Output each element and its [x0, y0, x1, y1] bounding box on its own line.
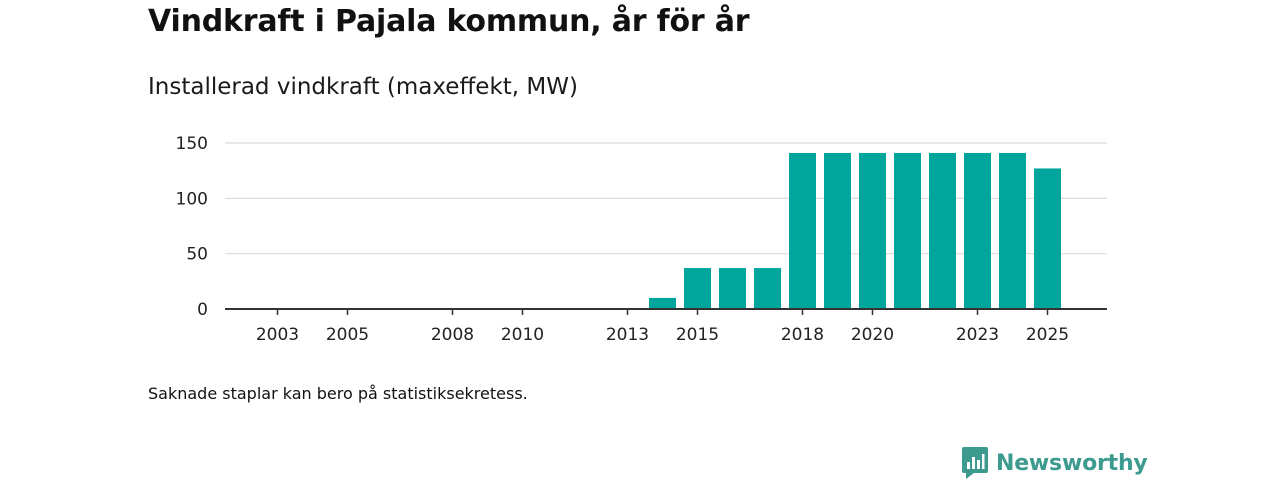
x-tick-label: 2018	[781, 325, 824, 345]
bar-2018	[789, 152, 816, 309]
grid-lines	[225, 142, 1107, 255]
x-tick-label: 2020	[851, 325, 894, 345]
bar-2016	[719, 268, 746, 309]
x-tick-label: 2003	[256, 325, 299, 345]
newsworthy-logo-icon	[962, 447, 988, 479]
bar-2024	[999, 152, 1026, 309]
footnote: Saknade staplar kan bero på statistiksek…	[148, 384, 528, 403]
bar-2015	[684, 268, 711, 309]
x-tick-label: 2015	[676, 325, 719, 345]
bar-2014	[649, 297, 676, 309]
chart-title: Vindkraft i Pajala kommun, år för år	[148, 4, 750, 39]
x-tick-label: 2008	[431, 325, 474, 345]
bar-2023	[964, 152, 991, 309]
y-tick-label: 0	[197, 300, 208, 320]
bars	[649, 152, 1061, 309]
x-tick-label: 2023	[956, 325, 999, 345]
bar-2019	[824, 152, 851, 309]
chart-subtitle: Installerad vindkraft (maxeffekt, MW)	[148, 74, 578, 100]
bar-2025	[1034, 168, 1061, 309]
x-tick-label: 2010	[501, 325, 544, 345]
x-tick-label: 2025	[1026, 325, 1069, 345]
y-tick-label: 100	[176, 189, 208, 209]
bar-2020	[859, 152, 886, 309]
x-tick-label: 2013	[606, 325, 649, 345]
newsworthy-logo[interactable]: Newsworthy	[962, 446, 1148, 480]
bar-2021	[894, 152, 921, 309]
bar-2022	[929, 152, 956, 309]
y-tick-label: 50	[186, 245, 208, 265]
x-tick-label: 2005	[326, 325, 369, 345]
newsworthy-logo-text: Newsworthy	[996, 450, 1148, 476]
y-tick-label: 150	[176, 134, 208, 154]
bar-chart: 0 50 100 150 2003 2005 2008 2010 2013 2015 2018 202…	[176, 134, 1107, 345]
axes: 0 50 100 150 2003 2005 2008 2010 2013 2015 2018 202…	[176, 134, 1107, 345]
bar-2017	[754, 268, 781, 309]
